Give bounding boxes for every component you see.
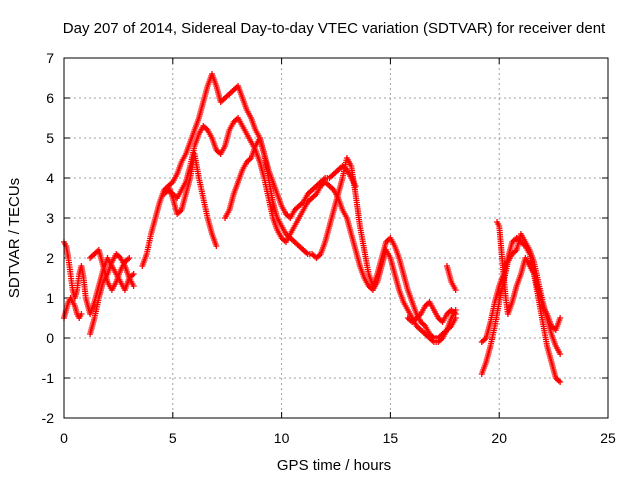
y-tick-labels: -2 -1 0 1 2 3 4 5 6 7 (42, 50, 55, 426)
x-tick-label: 20 (491, 430, 507, 446)
grid (64, 58, 608, 418)
series-trace-b (61, 295, 85, 321)
data-point (130, 283, 137, 289)
y-tick-label: -1 (42, 370, 55, 386)
series-trace-i (404, 299, 459, 325)
y-tick-label: 5 (46, 130, 54, 146)
x-tick-label: 5 (169, 430, 177, 446)
data-point (452, 311, 459, 317)
x-axis-label: GPS time / hours (277, 457, 391, 474)
series-trace-m (494, 219, 564, 333)
data-points (61, 71, 564, 385)
y-tick-label: 3 (46, 210, 54, 226)
x-tick-label: 25 (600, 430, 616, 446)
y-tick-label: 4 (46, 170, 54, 186)
series-trace-h (222, 135, 359, 221)
data-point (130, 271, 137, 277)
data-point (557, 351, 564, 357)
series-trace-d (87, 247, 133, 293)
x-tick-label: 10 (274, 430, 290, 446)
series-trace-g (165, 151, 220, 249)
series-trace-a (61, 239, 137, 317)
data-point (557, 379, 564, 385)
y-tick-label: 0 (46, 330, 54, 346)
y-tick-label: 1 (46, 290, 54, 306)
data-point (352, 183, 359, 189)
axis-ticks (63, 57, 609, 419)
data-point (213, 243, 220, 249)
y-tick-label: 7 (46, 50, 54, 66)
data-point (452, 287, 459, 293)
data-point (557, 315, 564, 321)
y-tick-label: -2 (42, 410, 55, 426)
chart-title: Day 207 of 2014, Sidereal Day-to-day VTE… (63, 20, 606, 37)
y-tick-label: 2 (46, 250, 54, 266)
x-tick-label: 15 (383, 430, 399, 446)
y-axis-label: SDTVAR / TECUs (6, 178, 23, 298)
data-point (126, 255, 133, 261)
plot-frame (63, 57, 609, 419)
data-point (78, 311, 85, 317)
x-tick-labels: 0 5 10 15 20 25 (60, 430, 616, 446)
series-trace-f (161, 115, 459, 345)
series-trace-j (443, 263, 459, 293)
x-tick-label: 0 (60, 430, 68, 446)
y-tick-label: 6 (46, 90, 54, 106)
